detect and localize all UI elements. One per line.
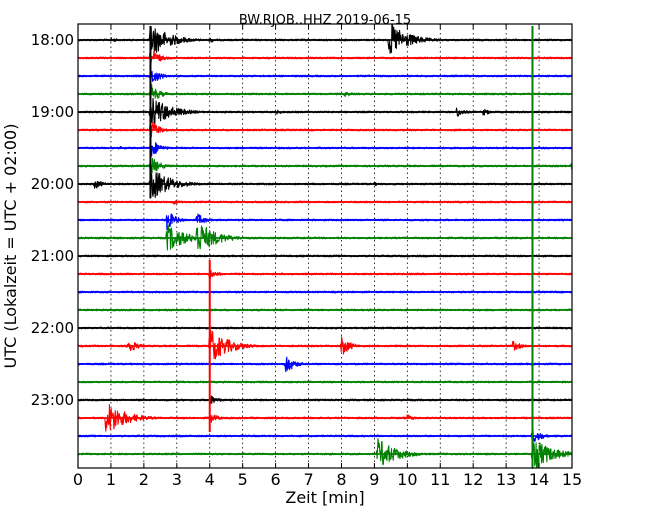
- trace-line: [77, 213, 573, 231]
- trace-line: [77, 84, 573, 99]
- plot-frame: [77, 23, 573, 469]
- x-tick-label: 10: [397, 470, 417, 489]
- x-axis-label: Zeit [min]: [285, 488, 364, 507]
- x-tick-label: 13: [496, 470, 516, 489]
- x-tick-label: 3: [172, 470, 182, 489]
- y-tick-label: 19:00: [31, 103, 74, 121]
- y-tick-label: 20:00: [31, 175, 74, 193]
- x-axis: 0 1 2 3 4 5 6 7 8 9 10 11 12 13 14 15: [73, 24, 582, 489]
- trace-line: [77, 66, 573, 82]
- trace-layer: [77, 24, 573, 470]
- trace-line: [77, 24, 573, 54]
- grid-layer: [110, 24, 540, 468]
- x-tick-label: 12: [463, 470, 483, 489]
- y-axis-label: UTC (Lokalzeit = UTC + 02:00): [1, 124, 20, 369]
- trace-line: [77, 427, 573, 443]
- x-tick-label: 15: [562, 470, 582, 489]
- x-tick-label: 4: [205, 470, 215, 489]
- y-tick-label: 21:00: [31, 247, 74, 265]
- x-tick-label: 6: [271, 470, 281, 489]
- x-tick-label: 7: [303, 470, 313, 489]
- trace-line: [77, 97, 573, 129]
- x-tick-label: 1: [106, 470, 116, 489]
- x-tick-label: 9: [369, 470, 379, 489]
- trace-line: [77, 330, 573, 360]
- y-axis: 18:00 19:00 20:00 21:00 22:00 23:00: [31, 31, 572, 409]
- x-tick-label: 14: [529, 470, 549, 489]
- x-tick-label: 8: [336, 470, 346, 489]
- y-tick-label: 18:00: [31, 31, 74, 49]
- y-tick-label: 22:00: [31, 319, 74, 337]
- chart-title: BW.RJOB..HHZ 2019-06-15: [239, 13, 411, 28]
- y-tick-label: 23:00: [31, 391, 74, 409]
- x-tick-label: 5: [238, 470, 248, 489]
- x-tick-label: 0: [73, 470, 83, 489]
- x-tick-label: 11: [430, 470, 450, 489]
- x-tick-label: 2: [139, 470, 149, 489]
